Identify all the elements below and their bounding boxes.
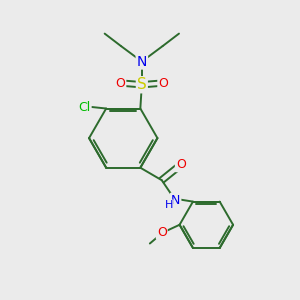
Text: O: O — [158, 77, 168, 90]
Text: N: N — [136, 55, 147, 68]
Text: Cl: Cl — [78, 100, 91, 113]
Text: N: N — [171, 194, 180, 207]
Text: O: O — [116, 77, 125, 90]
Text: S: S — [137, 77, 147, 92]
Text: O: O — [176, 158, 186, 171]
Text: H: H — [165, 200, 173, 210]
Text: O: O — [157, 226, 167, 239]
